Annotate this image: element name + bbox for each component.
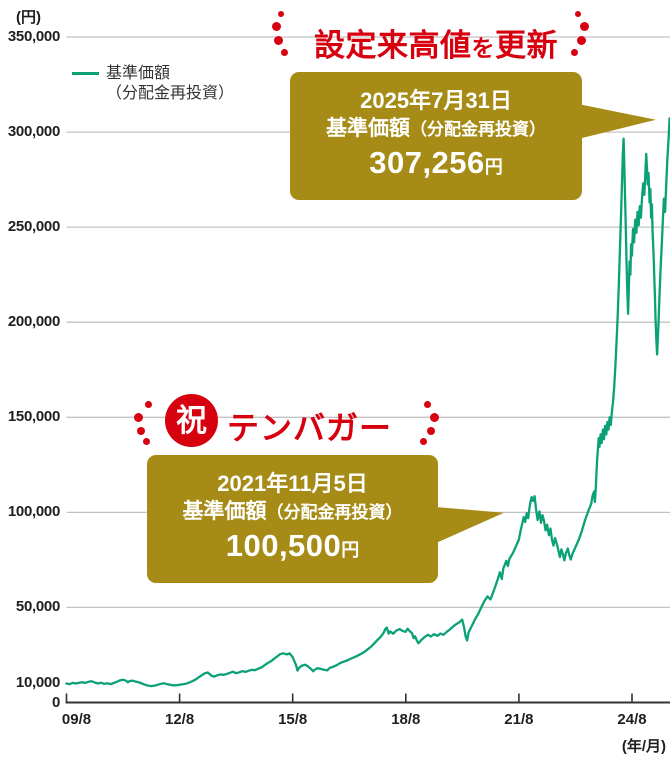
burst-dot bbox=[272, 22, 281, 31]
nav-price-line bbox=[65, 117, 670, 688]
x-axis-tick-label: 15/8 bbox=[278, 711, 308, 728]
y-axis-tick-label: 50,000 bbox=[15, 598, 60, 616]
callout-value: 100,500円 bbox=[225, 528, 360, 563]
callout-label: 基準価額（分配金再投資） bbox=[326, 117, 546, 140]
y-axis-tick-label: 300,000 bbox=[7, 123, 60, 141]
y-axis-tick-label: 0 bbox=[51, 693, 60, 711]
x-axis-tick-label: 24/8 bbox=[617, 711, 647, 728]
y-axis-tick-label: 150,000 bbox=[7, 408, 60, 426]
burst-dot bbox=[580, 22, 589, 31]
x-axis-unit-label: (年/月) bbox=[621, 738, 666, 755]
burst-dot bbox=[281, 49, 288, 56]
burst-dot bbox=[427, 427, 435, 435]
burst-dot bbox=[134, 413, 143, 422]
burst-dot bbox=[424, 401, 431, 408]
y-axis-tick-label: 200,000 bbox=[7, 313, 60, 331]
tenbagger-title: テンバガー bbox=[227, 410, 393, 446]
burst-dot bbox=[145, 401, 152, 408]
callout-date: 2021年11月5日 bbox=[217, 471, 368, 496]
burst-dot bbox=[420, 438, 427, 445]
x-axis-tick-label: 09/8 bbox=[61, 711, 92, 728]
burst-dot bbox=[143, 438, 150, 445]
y-axis-tick-label: 10,000 bbox=[15, 674, 60, 692]
tenbagger-callout: 2021年11月5日 基準価額（分配金再投資） 100,500円 bbox=[147, 455, 438, 583]
legend-label-line1: 基準価額 bbox=[106, 65, 171, 82]
legend-label: 基準価額 （分配金再投資） bbox=[106, 64, 234, 104]
x-axis-tick-label: 12/8 bbox=[164, 711, 195, 728]
celebration-badge: 祝 bbox=[165, 394, 218, 447]
burst-dot bbox=[577, 36, 586, 45]
y-axis-tick-label: 350,000 bbox=[7, 28, 60, 45]
x-axis-tick-label: 18/8 bbox=[391, 711, 421, 728]
burst-dot bbox=[571, 49, 578, 56]
callout-value: 307,256円 bbox=[369, 145, 503, 180]
burst-dot bbox=[137, 427, 145, 435]
burst-dot bbox=[274, 36, 283, 45]
legend-label-line2: （分配金再投資） bbox=[106, 85, 235, 102]
callout-date: 2025年7月31日 bbox=[360, 88, 512, 113]
y-axis-tick-label: 250,000 bbox=[7, 218, 60, 236]
record-high-title-text2: 更新 bbox=[495, 28, 558, 63]
record-high-title-particle: を bbox=[471, 35, 495, 61]
y-axis-unit-label: (円) bbox=[16, 9, 41, 26]
y-axis-tick-label: 100,000 bbox=[7, 503, 60, 521]
callout-label: 基準価額（分配金再投資） bbox=[182, 500, 403, 523]
burst-dot bbox=[575, 11, 581, 17]
legend-line-swatch bbox=[72, 72, 99, 75]
record-high-title-text: 設定来高値 bbox=[314, 28, 472, 63]
x-axis-tick-label: 21/8 bbox=[504, 711, 534, 728]
record-high-title: 設定来高値を更新 bbox=[288, 20, 584, 65]
burst-dot bbox=[278, 11, 284, 17]
burst-dot bbox=[430, 413, 439, 422]
record-high-callout: 2025年7月31日 基準価額（分配金再投資） 307,256円 bbox=[290, 72, 582, 200]
